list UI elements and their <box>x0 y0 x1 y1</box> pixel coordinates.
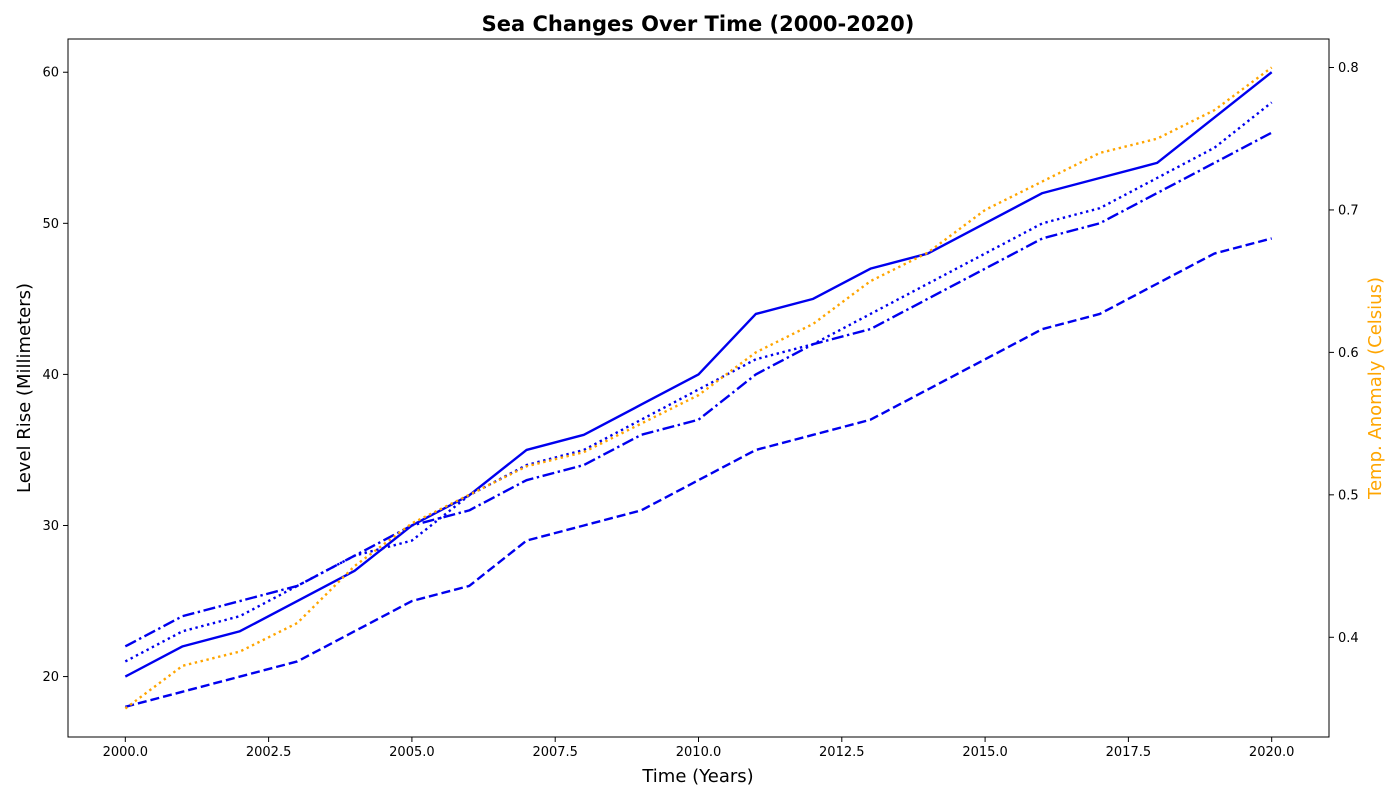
plot-frame <box>67 38 1330 738</box>
x-tick-label: 2002.5 <box>246 745 292 760</box>
y-axis-label: Level Rise (Millimeters) <box>14 283 35 493</box>
x-tick-label: 2017.5 <box>1106 745 1152 760</box>
series-layer <box>124 66 1273 710</box>
y-tick-label: 50 <box>42 217 59 232</box>
y-tick-label: 60 <box>42 66 59 81</box>
y-right-tick-label: 0.4 <box>1338 631 1359 646</box>
series-line-3-dotted <box>124 101 1273 663</box>
x-tick-label: 2020.0 <box>1249 745 1295 760</box>
y-right-tick-label: 0.6 <box>1338 346 1359 361</box>
chart-title: Sea Changes Over Time (2000-2020) <box>482 12 915 36</box>
y-axis-left: 20 30 40 50 60 <box>42 66 68 685</box>
series-line-1-solid <box>124 71 1273 678</box>
x-tick-label: 2015.0 <box>962 745 1008 760</box>
y-right-tick-label: 0.8 <box>1338 61 1359 76</box>
y-tick-label: 30 <box>42 519 59 534</box>
x-tick-label: 2010.0 <box>676 745 722 760</box>
y-axis-right: 0.4 0.5 0.6 0.7 0.8 <box>1329 61 1359 646</box>
y-axis-right-label: Temp. Anomaly (Celsius) <box>1365 277 1386 500</box>
series-line-5-dotted <box>124 66 1273 710</box>
y-right-tick-label: 0.5 <box>1338 488 1359 503</box>
x-tick-label: 2000.0 <box>103 745 149 760</box>
y-right-tick-label: 0.7 <box>1338 203 1359 218</box>
series-line-2-dashed <box>125 237 1272 708</box>
x-tick-label: 2005.0 <box>389 745 435 760</box>
x-axis-label: Time (Years) <box>641 766 753 787</box>
x-tick-label: 2007.5 <box>532 745 578 760</box>
y-tick-label: 40 <box>42 368 59 383</box>
y-tick-label: 20 <box>42 670 59 685</box>
x-axis: 2000.0 2002.5 2005.0 2007.5 2010.0 2012.5 2015… <box>103 737 1295 760</box>
series-line-4-dashdot <box>124 131 1273 648</box>
x-tick-label: 2012.5 <box>819 745 865 760</box>
